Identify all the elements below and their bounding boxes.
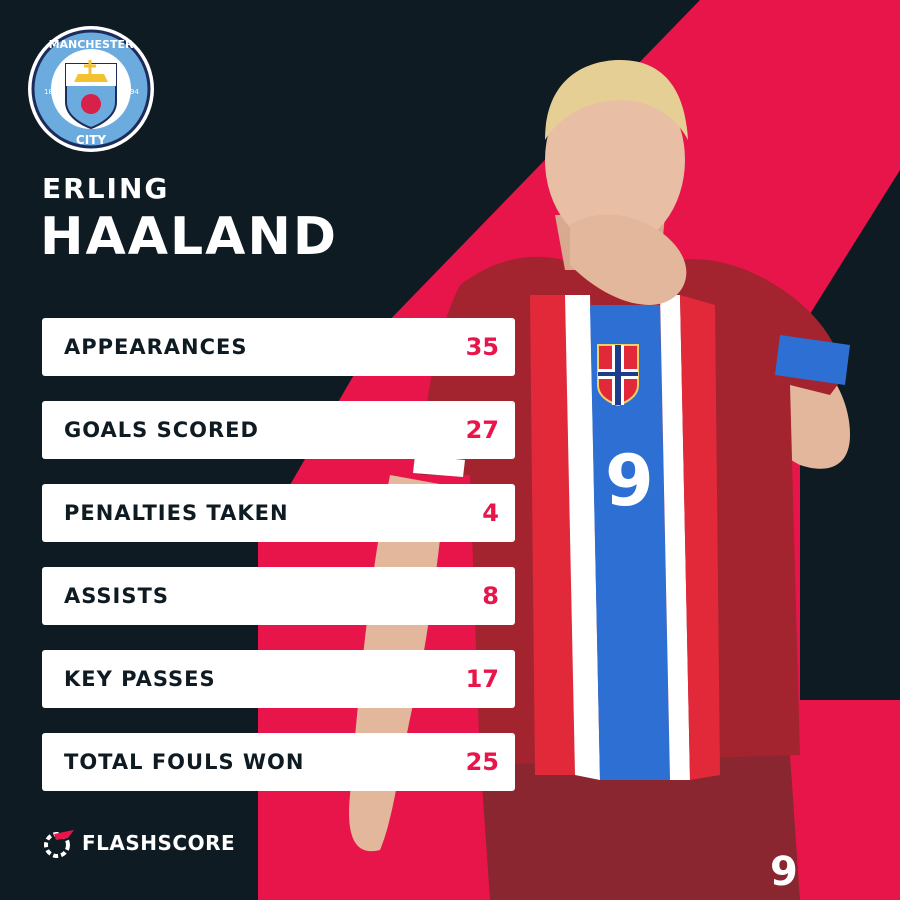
player-photo: 9 9 <box>349 60 850 900</box>
badge-year-left: 18 <box>44 88 53 96</box>
flashscore-brand: FLASHSCORE <box>42 826 235 860</box>
badge-top-text: MANCHESTER <box>49 38 134 51</box>
stat-row-key-passes: KEY PASSES 17 <box>42 650 515 708</box>
stat-label: PENALTIES TAKEN <box>64 501 289 525</box>
stat-label: KEY PASSES <box>64 667 216 691</box>
stat-value: 8 <box>482 582 499 610</box>
flashscore-wordmark: FLASHSCORE <box>82 831 236 855</box>
player-first-name: ERLING <box>42 172 170 205</box>
stats-list: APPEARANCES 35 GOALS SCORED 27 PENALTIES… <box>42 318 515 816</box>
stat-label: TOTAL FOULS WON <box>64 750 305 774</box>
stat-label: GOALS SCORED <box>64 418 259 442</box>
badge-year-right: 94 <box>130 88 139 96</box>
shorts-number: 9 <box>770 849 798 895</box>
shirt-number: 9 <box>605 440 654 522</box>
stat-value: 25 <box>465 748 499 776</box>
stat-value: 4 <box>482 499 499 527</box>
flashscore-logo-icon <box>44 830 74 858</box>
stat-row-penalties-taken: PENALTIES TAKEN 4 <box>42 484 515 542</box>
stat-value: 17 <box>465 665 499 693</box>
stat-value: 35 <box>465 333 499 361</box>
stat-label: APPEARANCES <box>64 335 248 359</box>
badge-bottom-text: CITY <box>76 133 106 147</box>
stat-value: 27 <box>465 416 499 444</box>
stat-row-assists: ASSISTS 8 <box>42 567 515 625</box>
player-last-name: HAALAND <box>40 207 339 267</box>
stat-row-appearances: APPEARANCES 35 <box>42 318 515 376</box>
stat-label: ASSISTS <box>64 584 169 608</box>
stat-row-goals-scored: GOALS SCORED 27 <box>42 401 515 459</box>
stat-row-total-fouls-won: TOTAL FOULS WON 25 <box>42 733 515 791</box>
club-badge: MANCHESTER CITY 18 94 <box>28 26 154 152</box>
